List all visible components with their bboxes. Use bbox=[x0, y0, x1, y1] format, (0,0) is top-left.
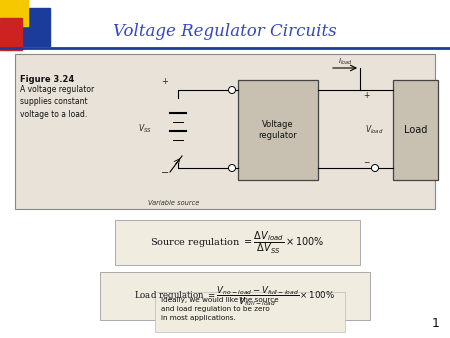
Text: Source regulation $= \dfrac{\Delta V_{load}}{\Delta V_{SS}} \times 100\%$: Source regulation $= \dfrac{\Delta V_{lo… bbox=[150, 229, 325, 256]
Bar bbox=[0, 0, 28, 26]
Bar bbox=[18, 8, 50, 46]
Text: $I_{load}$: $I_{load}$ bbox=[338, 57, 352, 67]
Text: +: + bbox=[363, 92, 369, 100]
Text: +: + bbox=[162, 77, 168, 87]
Bar bbox=[115, 220, 360, 265]
Bar bbox=[238, 80, 318, 180]
Text: 1: 1 bbox=[432, 317, 440, 330]
Text: −: − bbox=[161, 168, 169, 178]
Text: Ideally, we would like the source
and load regulation to be zero
in most applica: Ideally, we would like the source and lo… bbox=[161, 297, 279, 321]
Bar bbox=[393, 80, 438, 180]
Text: Voltage Regulator Circuits: Voltage Regulator Circuits bbox=[113, 24, 337, 41]
Text: Voltage
regulator: Voltage regulator bbox=[259, 120, 297, 140]
Text: Load: Load bbox=[404, 125, 427, 135]
Text: $V_{load}$: $V_{load}$ bbox=[365, 124, 384, 136]
Bar bbox=[155, 292, 345, 332]
Circle shape bbox=[229, 87, 235, 94]
Text: −: − bbox=[363, 159, 369, 168]
Text: $V_{SS}$: $V_{SS}$ bbox=[138, 123, 152, 135]
Circle shape bbox=[372, 165, 378, 171]
Text: Variable source: Variable source bbox=[148, 200, 199, 206]
Bar bbox=[100, 272, 370, 320]
Bar bbox=[0, 18, 22, 50]
Bar bbox=[15, 54, 435, 209]
Circle shape bbox=[229, 165, 235, 171]
Text: Load regulation $= \dfrac{V_{no-load} - V_{full-load}}{V_{full-load}} \times 100: Load regulation $= \dfrac{V_{no-load} - … bbox=[135, 284, 336, 308]
Text: A voltage regulator
supplies constant
voltage to a load.: A voltage regulator supplies constant vo… bbox=[20, 85, 94, 119]
Text: Figure 3.24: Figure 3.24 bbox=[20, 75, 74, 84]
